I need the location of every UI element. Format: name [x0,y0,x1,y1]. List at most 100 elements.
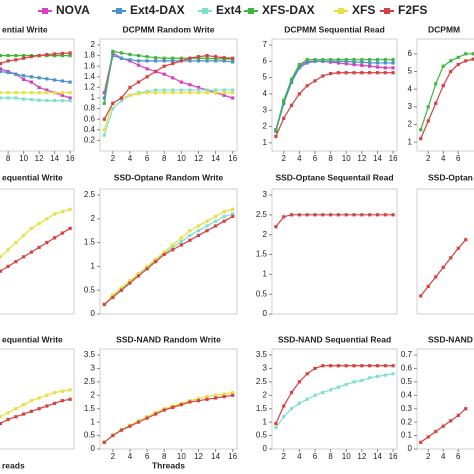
data-point [60,399,64,403]
y-tick-label: 0 [91,309,96,318]
plot-frame [416,348,474,450]
data-point [111,295,115,299]
y-tick-label: 0.6 [84,114,96,123]
data-point [213,396,218,400]
data-point [22,74,26,78]
series-line [103,50,233,104]
data-point [37,221,41,226]
y-tick-label: 2.5 [84,377,96,386]
data-point [289,391,294,395]
data-point [14,260,18,264]
data-point [60,54,64,58]
x-tick-label: 8 [162,452,167,461]
data-point [102,133,106,137]
data-point [434,275,438,279]
data-point [68,388,72,392]
data-point [328,213,333,217]
data-point [391,71,395,75]
series-line [103,54,233,120]
x-tick-label: 12 [357,154,366,163]
data-point [196,85,201,89]
data-point [222,59,226,63]
panel-title: SSD-NAND [428,334,473,344]
data-point [352,380,356,384]
data-point [222,219,226,223]
data-point [60,389,64,393]
data-point [383,66,387,70]
data-point [6,411,10,415]
series-line [0,208,71,259]
data-point [222,392,226,396]
data-point [305,58,309,62]
y-tick-label: 1 [91,262,96,271]
x-tick-label: 2 [111,452,116,461]
data-point [45,99,49,103]
data-point [196,91,201,95]
data-point [297,62,301,67]
y-tick-label: 0.4 [84,125,96,134]
data-point [22,403,26,407]
data-point [231,214,235,219]
y-tick-label: 3 [263,190,268,199]
data-point [188,233,192,238]
data-point [154,257,158,261]
panel: SSD-Optane Random Write 0 0.5 1 1.5 2 2.5 [84,172,238,318]
data-point [368,64,372,68]
data-point [231,88,235,92]
data-point [0,96,2,100]
data-point [0,69,2,74]
data-point [344,59,348,63]
data-point [154,91,158,95]
data-point [68,80,72,84]
data-point [383,71,387,75]
data-point [391,213,395,217]
data-point [145,264,149,268]
data-point [352,71,356,75]
x-axis-label: reads [2,460,25,470]
panel: SSD-Optane Sequentail Read 0 0.5 1 1.5 2 2.5 3 [256,172,398,318]
panel: SSD-Optan [416,172,474,315]
y-tick-label: 1.5 [84,238,96,247]
data-point [136,420,141,424]
data-point [53,52,57,56]
data-point [321,213,325,217]
data-point [102,117,106,121]
data-point [188,83,192,87]
data-point [328,59,333,63]
y-tick-label: 0.5 [84,431,96,440]
data-point [37,245,41,249]
y-tick-label: 6 [408,49,413,58]
data-point [375,213,380,217]
panel-title: SSD-Optan [428,172,473,182]
data-point [321,58,325,62]
data-point [282,215,286,219]
x-tick-label: 4 [297,154,302,163]
data-point [375,374,380,379]
y-tick-label: 1.4 [84,72,96,81]
x-tick-label: 2 [426,452,431,461]
data-point [179,56,183,60]
panel-title: SSD-NAND Random Write [116,334,221,344]
panel: SSD-NAND Sequential Read 0 0.5 1 1.5 2 2.5 3 3.5… [256,334,398,461]
data-point [313,366,317,371]
data-point [37,91,41,95]
data-point [29,409,33,413]
y-tick-label: 1.5 [84,404,96,413]
y-tick-label: 0.5 [84,285,96,294]
data-point [196,396,201,401]
x-tick-label: 16 [228,154,237,163]
x-tick-label: 8 [328,154,333,163]
data-point [128,93,132,97]
data-point [188,400,192,404]
y-tick-label: 4 [408,84,413,93]
data-point [188,91,192,95]
data-point [456,413,460,418]
data-point [0,415,2,419]
x-tick-label: 4 [297,452,302,461]
data-point [352,213,356,217]
data-point [145,75,149,79]
data-point [0,421,2,426]
x-tick-label: 8 [6,154,11,163]
data-point [14,58,18,62]
data-point [6,417,10,422]
